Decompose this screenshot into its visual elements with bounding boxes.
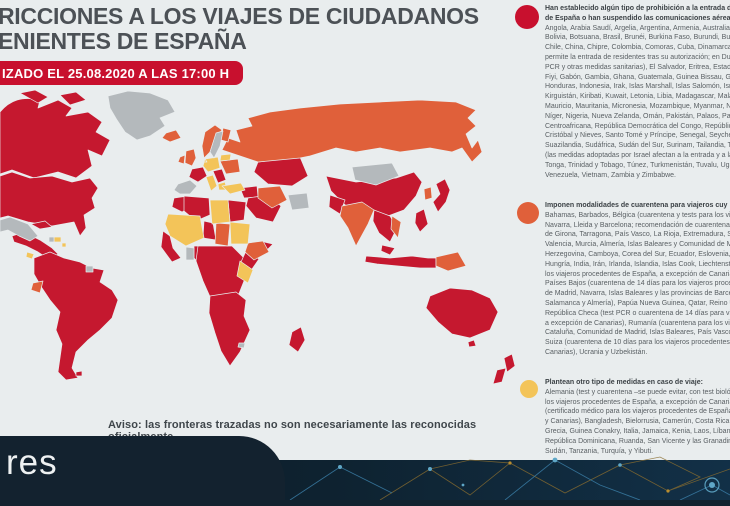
main-panel: RICCIONES A LOS VIAJES DE CIUDADANOS ENI… [0,0,730,461]
legend-body-prohibition: Angola, Arabia Saudí, Argelia, Argentina… [545,24,730,179]
legend-body-other-measures: Alemania (test y cuarentena –se puede ev… [545,388,730,455]
network-decoration [153,456,730,500]
red-bullet-icon [515,5,539,29]
page-title: RICCIONES A LOS VIAJES DE CIUDADANOS ENI… [0,3,479,54]
map-countries-other-measures [25,153,254,284]
updated-date-text: IZADO EL 25.08.2020 A LAS 17:00 H [2,65,230,81]
legend-body-quarantine: Bahamas, Barbados, Bélgica (cuarentena y… [545,211,730,356]
map-countries-quarantine [30,99,483,294]
legend-heading-quarantine: Imponen modalidades de cuarentena para v… [545,202,728,209]
yellow-bullet-icon [520,380,538,398]
logo-text: res [6,443,58,482]
updated-date-banner: IZADO EL 25.08.2020 A LAS 17:00 H [0,61,244,85]
orange-bullet-icon [517,202,539,224]
legend-heading-prohibition: Han establecido algún tipo de prohibició… [545,5,730,22]
world-map [0,89,516,385]
legend-heading-other-measures: Plantean otro tipo de medidas en caso de… [545,379,703,386]
corner-tab [0,436,285,506]
map-countries-no-data [0,90,400,349]
